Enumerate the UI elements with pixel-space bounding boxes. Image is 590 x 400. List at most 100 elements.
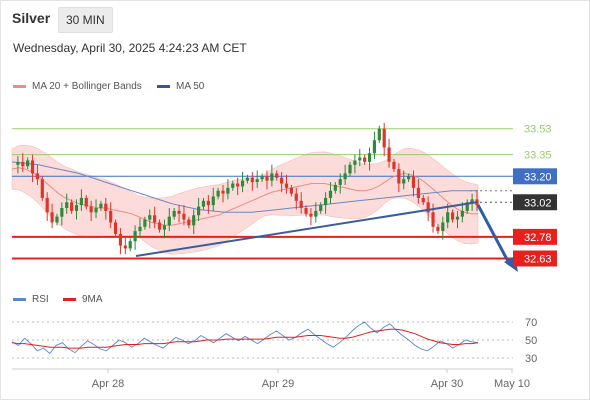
current-price-tag — [513, 194, 557, 211]
candle-body — [211, 196, 215, 206]
candle-body — [289, 187, 293, 194]
rsi-series-RSI — [11, 321, 479, 355]
candle-body — [99, 203, 103, 209]
candle-body — [123, 245, 127, 249]
candle-body — [172, 210, 176, 217]
candle-body — [470, 199, 474, 203]
candle-body — [128, 241, 132, 249]
candle-body — [431, 212, 435, 227]
candle-body — [460, 210, 464, 217]
candle-body — [314, 210, 318, 217]
candle-body — [45, 197, 49, 213]
candle-body — [177, 210, 181, 214]
candle-body — [280, 177, 284, 184]
candle-body — [65, 202, 69, 209]
candle-body — [221, 190, 225, 194]
legend-ma50: MA 50 — [157, 81, 204, 92]
candle-body — [250, 177, 254, 183]
candle-body — [94, 208, 98, 213]
candle-body — [358, 157, 362, 161]
candle-body — [143, 219, 147, 227]
candle-body — [182, 213, 186, 220]
candle-body — [148, 215, 152, 220]
candle-body — [192, 215, 196, 226]
price-level-labels: 33.53 33.35 33.20 32.78 32.63 33.02 — [513, 124, 557, 267]
candle-body — [113, 222, 118, 234]
candle-body — [397, 169, 401, 184]
legend-9ma: 9MA — [63, 294, 103, 305]
candle-body — [402, 179, 406, 184]
level-label-32.78: 32.78 — [524, 232, 552, 244]
candle-body — [197, 206, 201, 216]
level-label-33.20: 33.20 — [524, 171, 552, 183]
x-tick-label: Apr 28 — [92, 378, 124, 390]
x-tick-label: Apr 30 — [431, 378, 463, 390]
legend-ma20: MA 20 + Bollinger Bands — [13, 81, 142, 92]
candle-body — [363, 157, 367, 162]
candle-body — [333, 184, 337, 191]
legend-9ma-label: 9MA — [82, 294, 103, 305]
candle-body — [387, 147, 391, 162]
rsi-tick-50: 50 — [525, 335, 537, 347]
timestamp: Wednesday, April 30, 2025 4:24:23 AM CET — [13, 41, 247, 55]
candle-body — [118, 233, 123, 246]
candle-body — [411, 176, 416, 188]
candle-body — [50, 212, 54, 223]
candle-body — [421, 197, 425, 203]
candle-body — [187, 219, 191, 226]
ma50-line — [11, 161, 478, 213]
candle-body — [16, 161, 20, 165]
candle-body — [167, 216, 171, 226]
level-label-33.53: 33.53 — [524, 124, 552, 136]
candle-body — [338, 179, 342, 185]
candle-body — [79, 197, 83, 206]
level-tag-32.78 — [513, 228, 557, 245]
candle-body — [138, 226, 142, 232]
candle-body — [35, 173, 40, 180]
candle-body — [206, 200, 210, 206]
candle-body — [319, 205, 323, 211]
symbol-title: Silver — [12, 10, 51, 26]
candle-body — [353, 160, 357, 165]
candle-body — [328, 190, 333, 198]
candle-body — [201, 200, 206, 207]
candle-body — [84, 197, 88, 207]
candle-body — [153, 215, 157, 223]
rsi-tick-30: 30 — [525, 353, 537, 365]
candle-body — [240, 180, 245, 187]
candle-body — [60, 208, 64, 217]
candle-body — [55, 216, 59, 223]
rsi-panel: 70 50 30 — [11, 317, 537, 365]
legend-9ma-swatch — [63, 298, 76, 301]
candle-body — [216, 190, 220, 197]
candle-body — [392, 161, 396, 170]
current-price-label: 33.02 — [524, 197, 552, 209]
candle-body — [441, 222, 445, 232]
candle-body — [299, 200, 303, 209]
candle-body — [265, 176, 269, 181]
candle-body — [70, 202, 74, 211]
candle-body — [226, 187, 230, 194]
level-label-32.63: 32.63 — [524, 253, 552, 265]
x-axis: Apr 28 Apr 29 Apr 30 May 10 — [12, 368, 530, 390]
candle-body — [245, 177, 250, 181]
candle-body — [377, 128, 381, 141]
candle-body — [455, 216, 460, 220]
legend-ma50-swatch — [157, 85, 170, 88]
candle-body — [89, 206, 93, 213]
candle-body — [74, 205, 79, 211]
candle-body — [382, 128, 386, 148]
candle-body — [367, 153, 372, 162]
candle-body — [162, 225, 167, 230]
candle-body — [407, 176, 411, 180]
candle-body — [255, 179, 259, 183]
candle-body — [450, 212, 455, 220]
candle-body — [260, 176, 264, 180]
timeframe-badge[interactable]: 30 MIN — [58, 7, 113, 33]
candle-body — [426, 202, 430, 213]
level-tag-32.63 — [513, 250, 557, 267]
candle-body — [436, 226, 440, 232]
candle-body — [157, 222, 162, 230]
candle-body — [26, 160, 30, 167]
